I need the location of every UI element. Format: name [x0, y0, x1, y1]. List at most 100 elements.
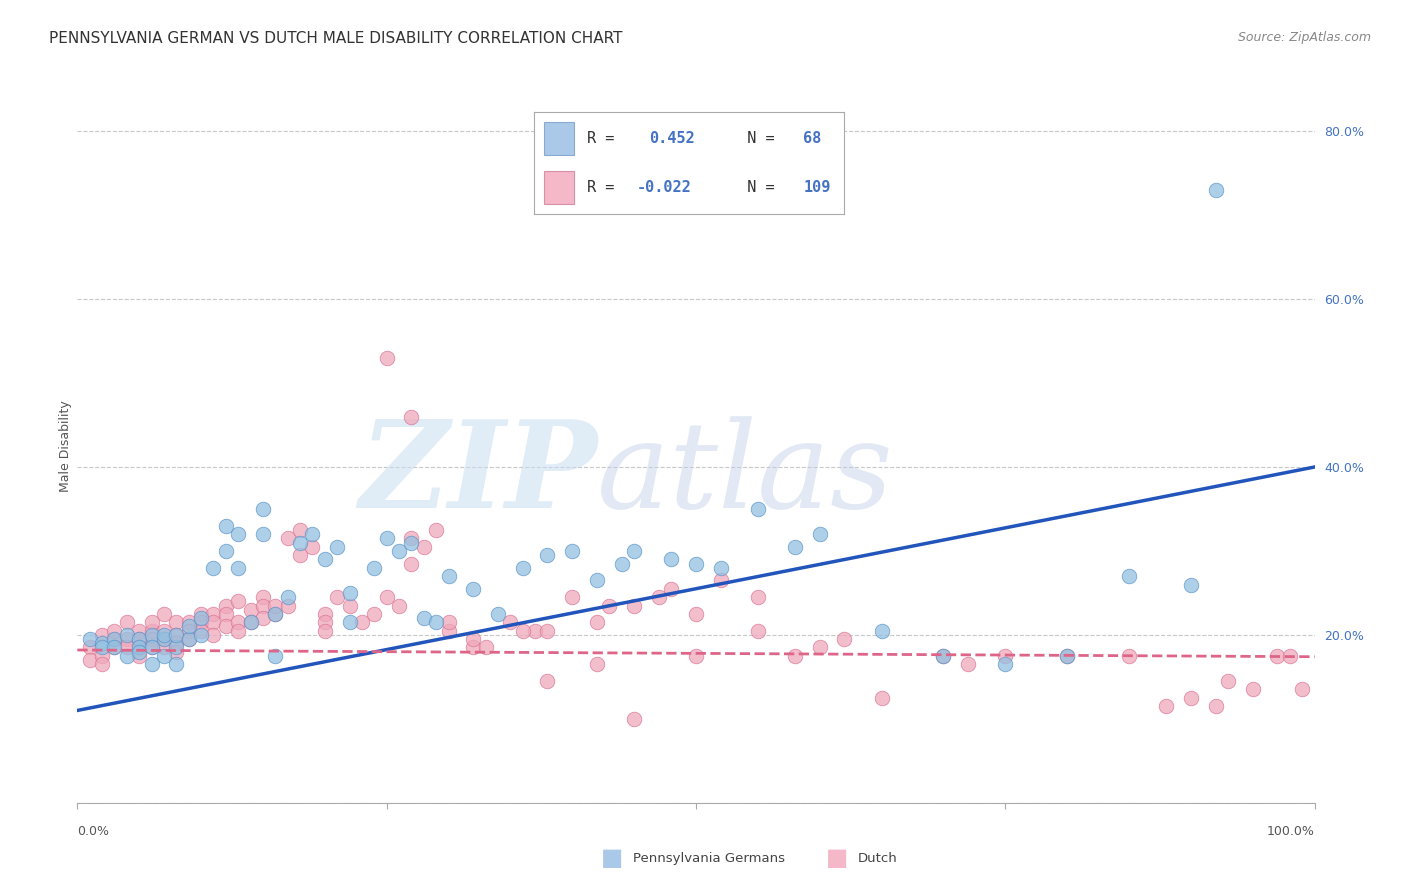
Point	[190, 615, 212, 630]
Point	[252, 590, 274, 604]
Point	[141, 640, 163, 655]
Point	[710, 560, 733, 574]
Point	[252, 502, 274, 516]
Point	[277, 532, 299, 546]
Point	[314, 615, 336, 630]
Point	[103, 632, 125, 646]
Point	[499, 615, 522, 630]
Point	[215, 607, 238, 621]
Point	[783, 540, 806, 554]
Point	[177, 619, 200, 633]
Point	[202, 615, 225, 630]
Point	[141, 628, 163, 642]
Point	[536, 674, 558, 689]
Point	[524, 624, 547, 638]
Point	[215, 619, 238, 633]
Point	[326, 590, 349, 604]
Point	[277, 590, 299, 604]
Point	[808, 527, 831, 541]
Text: PENNSYLVANIA GERMAN VS DUTCH MALE DISABILITY CORRELATION CHART: PENNSYLVANIA GERMAN VS DUTCH MALE DISABI…	[49, 31, 623, 46]
Point	[808, 640, 831, 655]
Point	[288, 535, 311, 549]
Point	[301, 527, 323, 541]
Point	[128, 640, 150, 655]
Point	[314, 552, 336, 566]
Text: 0.0%: 0.0%	[77, 825, 110, 838]
Point	[437, 569, 460, 583]
Text: ZIP: ZIP	[359, 416, 598, 533]
Text: atlas: atlas	[598, 416, 894, 533]
Point	[215, 544, 238, 558]
Point	[252, 599, 274, 613]
Point	[339, 599, 361, 613]
Point	[314, 607, 336, 621]
Text: 109: 109	[803, 180, 831, 195]
Point	[165, 640, 187, 655]
Point	[128, 624, 150, 638]
Point	[685, 557, 707, 571]
Point	[264, 648, 287, 663]
Point	[103, 640, 125, 655]
Point	[79, 653, 101, 667]
Point	[153, 640, 176, 655]
Point	[141, 640, 163, 655]
Point	[1291, 682, 1313, 697]
Point	[648, 590, 671, 604]
Bar	[544, 171, 575, 204]
Point	[659, 582, 682, 596]
Point	[264, 599, 287, 613]
Point	[747, 590, 769, 604]
Point	[623, 599, 645, 613]
Point	[463, 632, 485, 646]
Point	[177, 632, 200, 646]
Point	[252, 611, 274, 625]
Point	[277, 599, 299, 613]
Point	[598, 599, 620, 613]
Point	[870, 624, 893, 638]
Point	[252, 527, 274, 541]
Point	[957, 657, 980, 672]
Bar	[544, 122, 575, 154]
Point	[128, 648, 150, 663]
Point	[536, 624, 558, 638]
Point	[202, 607, 225, 621]
Point	[314, 624, 336, 638]
Point	[226, 594, 249, 608]
Point	[561, 590, 583, 604]
Point	[747, 502, 769, 516]
Point	[1216, 674, 1239, 689]
Point	[226, 615, 249, 630]
Point	[659, 552, 682, 566]
Point	[932, 648, 955, 663]
Point	[165, 615, 187, 630]
Point	[226, 624, 249, 638]
Point	[437, 624, 460, 638]
Point	[586, 615, 609, 630]
Point	[115, 640, 138, 655]
Point	[190, 624, 212, 638]
Point	[141, 615, 163, 630]
Text: Source: ZipAtlas.com: Source: ZipAtlas.com	[1237, 31, 1371, 45]
Point	[190, 607, 212, 621]
Point	[264, 607, 287, 621]
Point	[177, 615, 200, 630]
Text: R =: R =	[586, 180, 623, 195]
Point	[1118, 648, 1140, 663]
Point	[1180, 690, 1202, 705]
Point	[412, 540, 434, 554]
Point	[994, 657, 1017, 672]
Point	[128, 645, 150, 659]
Point	[375, 351, 398, 365]
Point	[115, 632, 138, 646]
Point	[115, 648, 138, 663]
Text: Dutch: Dutch	[858, 852, 897, 864]
Point	[1205, 183, 1227, 197]
Point	[1267, 648, 1289, 663]
Point	[141, 624, 163, 638]
Point	[339, 615, 361, 630]
Point	[623, 544, 645, 558]
Point	[425, 523, 447, 537]
Point	[153, 624, 176, 638]
Point	[486, 607, 509, 621]
Point	[401, 409, 423, 424]
